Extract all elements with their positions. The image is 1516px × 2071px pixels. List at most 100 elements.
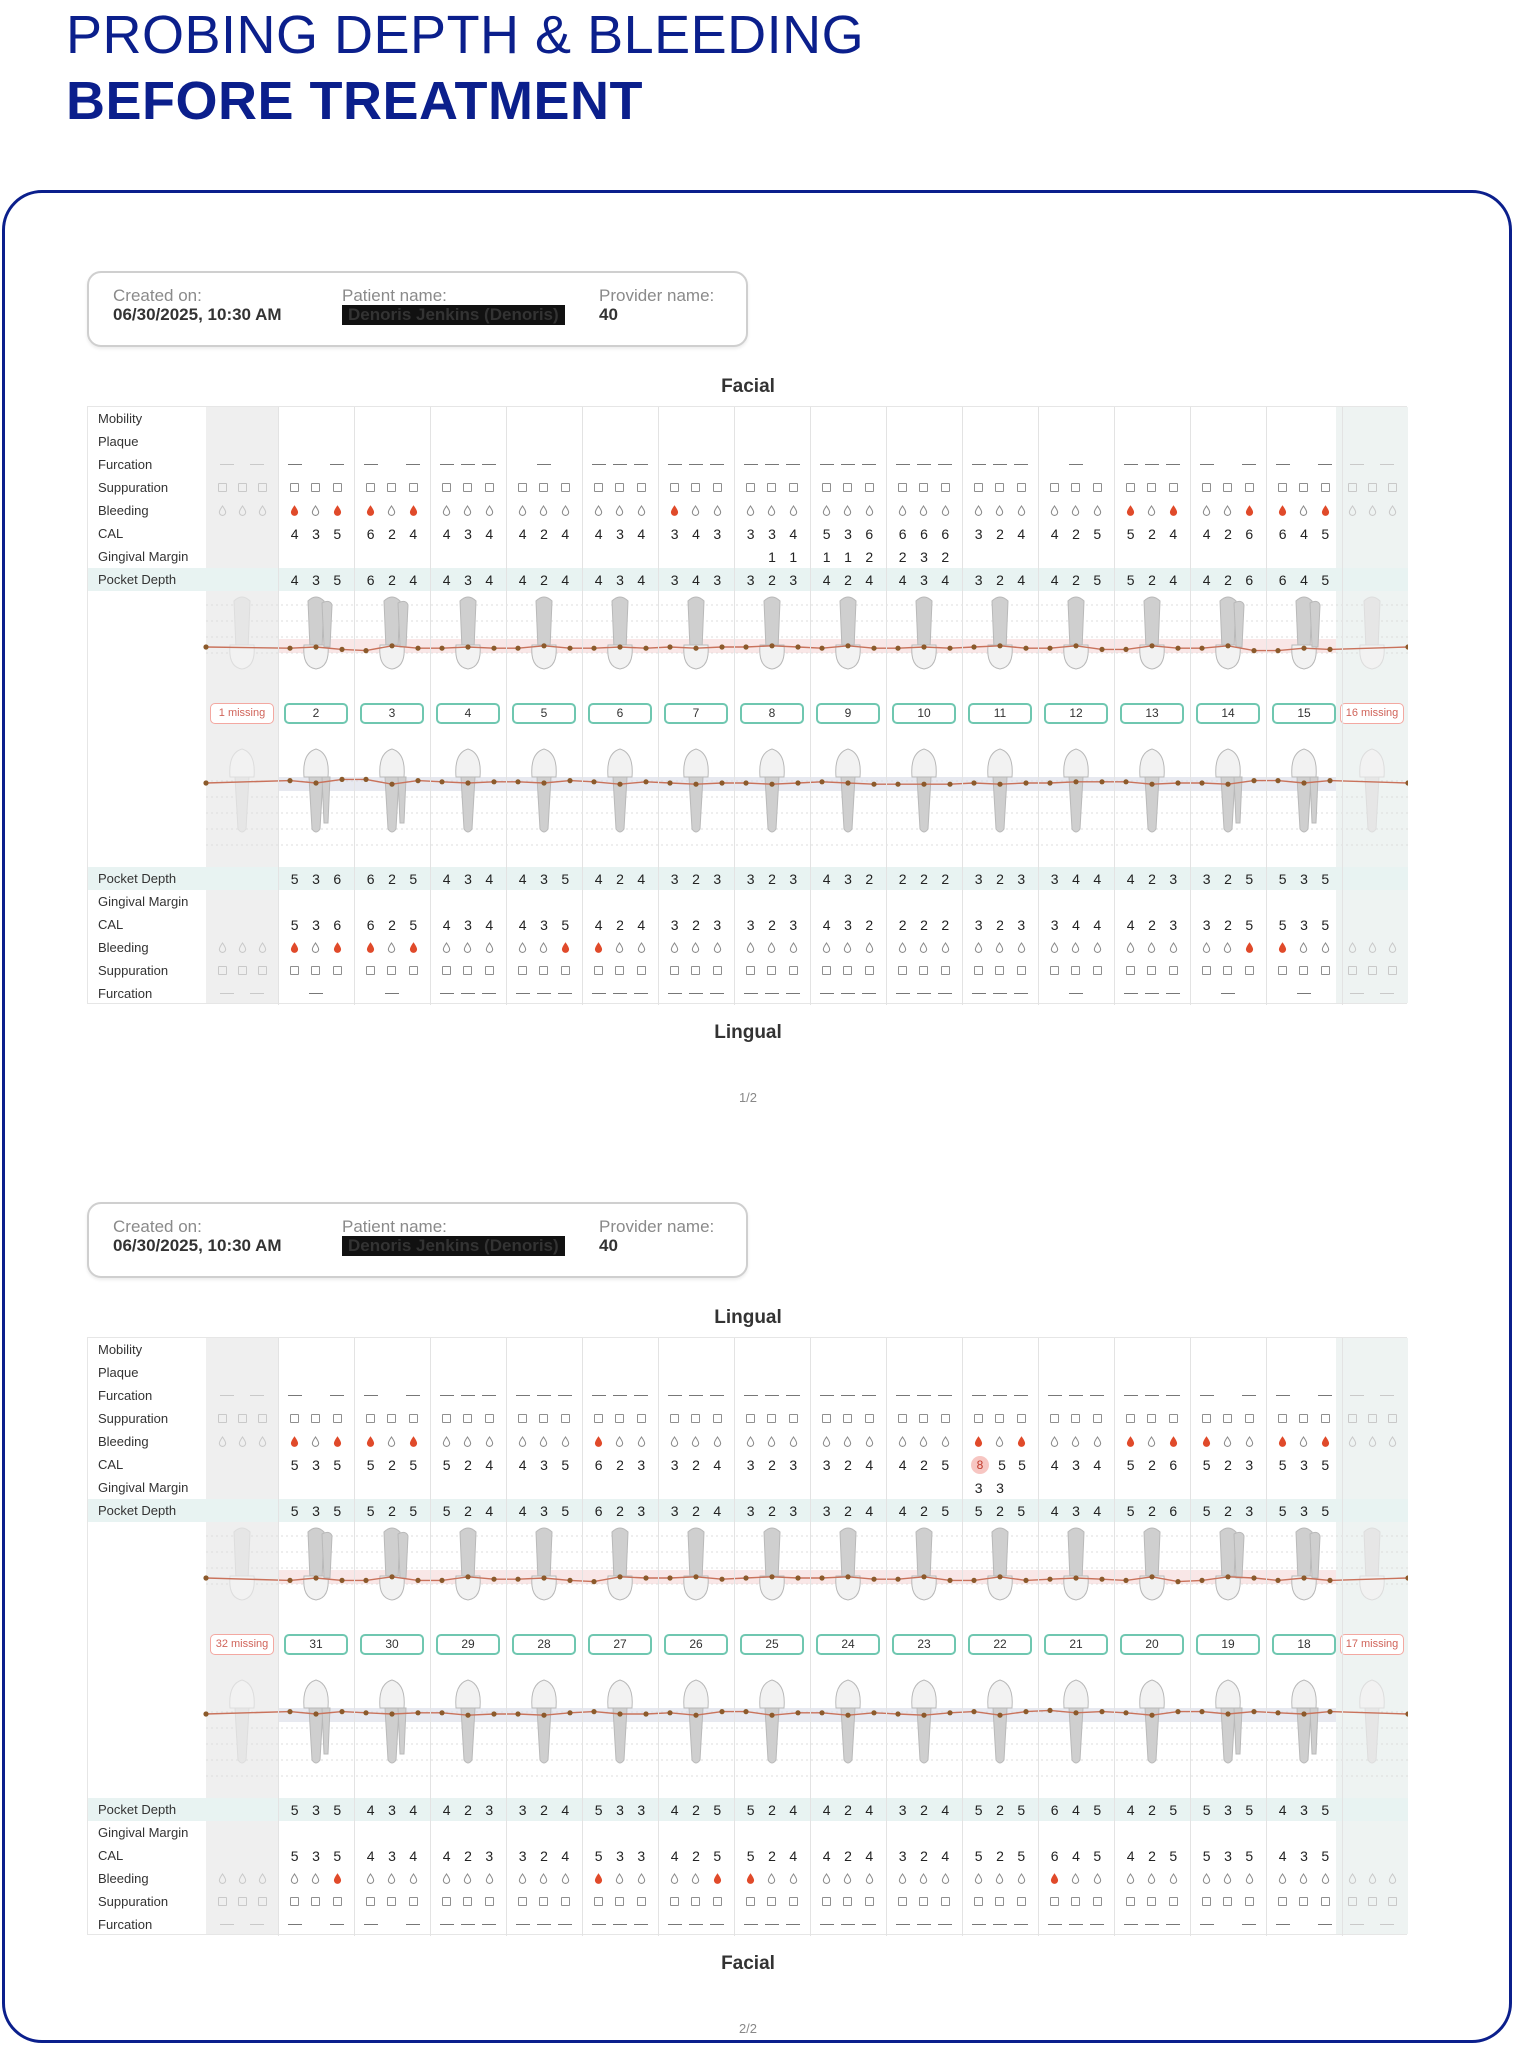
tooth-number-badge[interactable]: 31: [284, 1634, 348, 1655]
furcation-dash-icon[interactable]: [287, 1924, 302, 1925]
suppuration-checkbox-icon[interactable]: [1202, 1897, 1212, 1906]
furcation-dash-icon[interactable]: [764, 1395, 779, 1396]
no-bleeding-drop-icon[interactable]: [1223, 1436, 1232, 1447]
suppuration-checkbox-icon[interactable]: [366, 483, 376, 492]
cell-furcation-lower-tooth-14[interactable]: [1190, 982, 1266, 1005]
suppuration-checkbox-icon[interactable]: [290, 1414, 300, 1423]
suppuration-checkbox-icon[interactable]: [484, 1897, 494, 1906]
cell-suppuration-lower-tooth-6[interactable]: [582, 959, 658, 982]
furcation-dash-icon[interactable]: [591, 1395, 606, 1396]
cell-furcation-lower-tooth-3[interactable]: [354, 982, 430, 1005]
suppuration-checkbox-icon[interactable]: [940, 483, 950, 492]
cell-bleeding-lower-tooth-5[interactable]: [506, 936, 582, 959]
suppuration-checkbox-icon[interactable]: [1320, 1414, 1330, 1423]
no-bleeding-drop-icon[interactable]: [539, 1436, 548, 1447]
furcation-dash-icon[interactable]: [667, 1395, 682, 1396]
cell-furcation-lower-tooth-24[interactable]: [810, 1913, 886, 1936]
cell-mobility-tooth-31[interactable]: [278, 1338, 354, 1361]
no-bleeding-drop-icon[interactable]: [1093, 942, 1102, 953]
suppuration-checkbox-icon[interactable]: [691, 1414, 701, 1423]
furcation-dash-icon[interactable]: [460, 1395, 475, 1396]
suppuration-checkbox-icon[interactable]: [767, 1414, 777, 1423]
furcation-dash-icon[interactable]: [992, 993, 1007, 994]
suppuration-checkbox-icon[interactable]: [788, 1414, 798, 1423]
no-bleeding-drop-icon[interactable]: [518, 505, 527, 516]
tooth-number-badge[interactable]: 20: [1120, 1634, 1184, 1655]
furcation-dash-icon[interactable]: [764, 1924, 779, 1925]
no-bleeding-drop-icon[interactable]: [1299, 1873, 1308, 1884]
bleeding-drop-icon[interactable]: [290, 1436, 299, 1447]
suppuration-checkbox-icon[interactable]: [898, 1897, 908, 1906]
cell-plaque-tooth-6[interactable]: [582, 430, 658, 453]
cell-bleeding-lower-tooth-6[interactable]: [582, 936, 658, 959]
cell-mobility-tooth-11[interactable]: [962, 407, 1038, 430]
no-bleeding-drop-icon[interactable]: [485, 942, 494, 953]
furcation-dash-icon[interactable]: [515, 1924, 530, 1925]
cell-bleeding-lower-tooth-18[interactable]: [1266, 1867, 1342, 1890]
suppuration-checkbox-icon[interactable]: [332, 1897, 342, 1906]
no-bleeding-drop-icon[interactable]: [1147, 505, 1156, 516]
tooth-number-badge[interactable]: 26: [664, 1634, 728, 1655]
furcation-dash-icon[interactable]: [1047, 1924, 1062, 1925]
furcation-dash-icon[interactable]: [1123, 993, 1138, 994]
cell-bleeding-upper-tooth-18[interactable]: [1266, 1430, 1342, 1453]
suppuration-checkbox-icon[interactable]: [484, 483, 494, 492]
bleeding-drop-icon[interactable]: [409, 505, 418, 516]
suppuration-checkbox-icon[interactable]: [290, 483, 300, 492]
furcation-dash-icon[interactable]: [634, 1395, 649, 1396]
cell-gingival-margin-lower-tooth-5[interactable]: [506, 890, 582, 913]
no-bleeding-drop-icon[interactable]: [1348, 1873, 1357, 1884]
cell-mobility-tooth-3[interactable]: [354, 407, 430, 430]
cell-bleeding-lower-tooth-14[interactable]: [1190, 936, 1266, 959]
cell-furcation-upper-tooth-19[interactable]: [1190, 1384, 1266, 1407]
cell-gingival-margin-lower-tooth-8[interactable]: [734, 890, 810, 913]
no-bleeding-drop-icon[interactable]: [1299, 942, 1308, 953]
cell-suppuration-lower-tooth-3[interactable]: [354, 959, 430, 982]
suppuration-checkbox-icon[interactable]: [995, 966, 1005, 975]
cell-furcation-lower-tooth-12[interactable]: [1038, 982, 1114, 1005]
cell-furcation-upper-tooth-2[interactable]: [278, 453, 354, 476]
no-bleeding-drop-icon[interactable]: [442, 1873, 451, 1884]
no-bleeding-drop-icon[interactable]: [1071, 505, 1080, 516]
suppuration-checkbox-icon[interactable]: [442, 966, 452, 975]
suppuration-checkbox-icon[interactable]: [788, 966, 798, 975]
cell-suppuration-lower-tooth-11[interactable]: [962, 959, 1038, 982]
no-bleeding-drop-icon[interactable]: [1368, 505, 1377, 516]
suppuration-checkbox-icon[interactable]: [864, 1414, 874, 1423]
bleeding-drop-icon[interactable]: [594, 1873, 603, 1884]
cell-gingival-margin-upper-tooth-24[interactable]: [810, 1476, 886, 1499]
no-bleeding-drop-icon[interactable]: [366, 1873, 375, 1884]
cell-furcation-upper-tooth-28[interactable]: [506, 1384, 582, 1407]
no-bleeding-drop-icon[interactable]: [941, 942, 950, 953]
cell-furcation-upper-tooth-27[interactable]: [582, 1384, 658, 1407]
no-bleeding-drop-icon[interactable]: [1368, 1873, 1377, 1884]
furcation-dash-icon[interactable]: [482, 464, 497, 465]
suppuration-checkbox-icon[interactable]: [864, 483, 874, 492]
cell-suppuration-upper-tooth-18[interactable]: [1266, 1407, 1342, 1430]
suppuration-checkbox-icon[interactable]: [560, 483, 570, 492]
furcation-dash-icon[interactable]: [363, 1395, 378, 1396]
cell-suppuration-lower-tooth-2[interactable]: [278, 959, 354, 982]
cell-plaque-tooth-21[interactable]: [1038, 1361, 1114, 1384]
